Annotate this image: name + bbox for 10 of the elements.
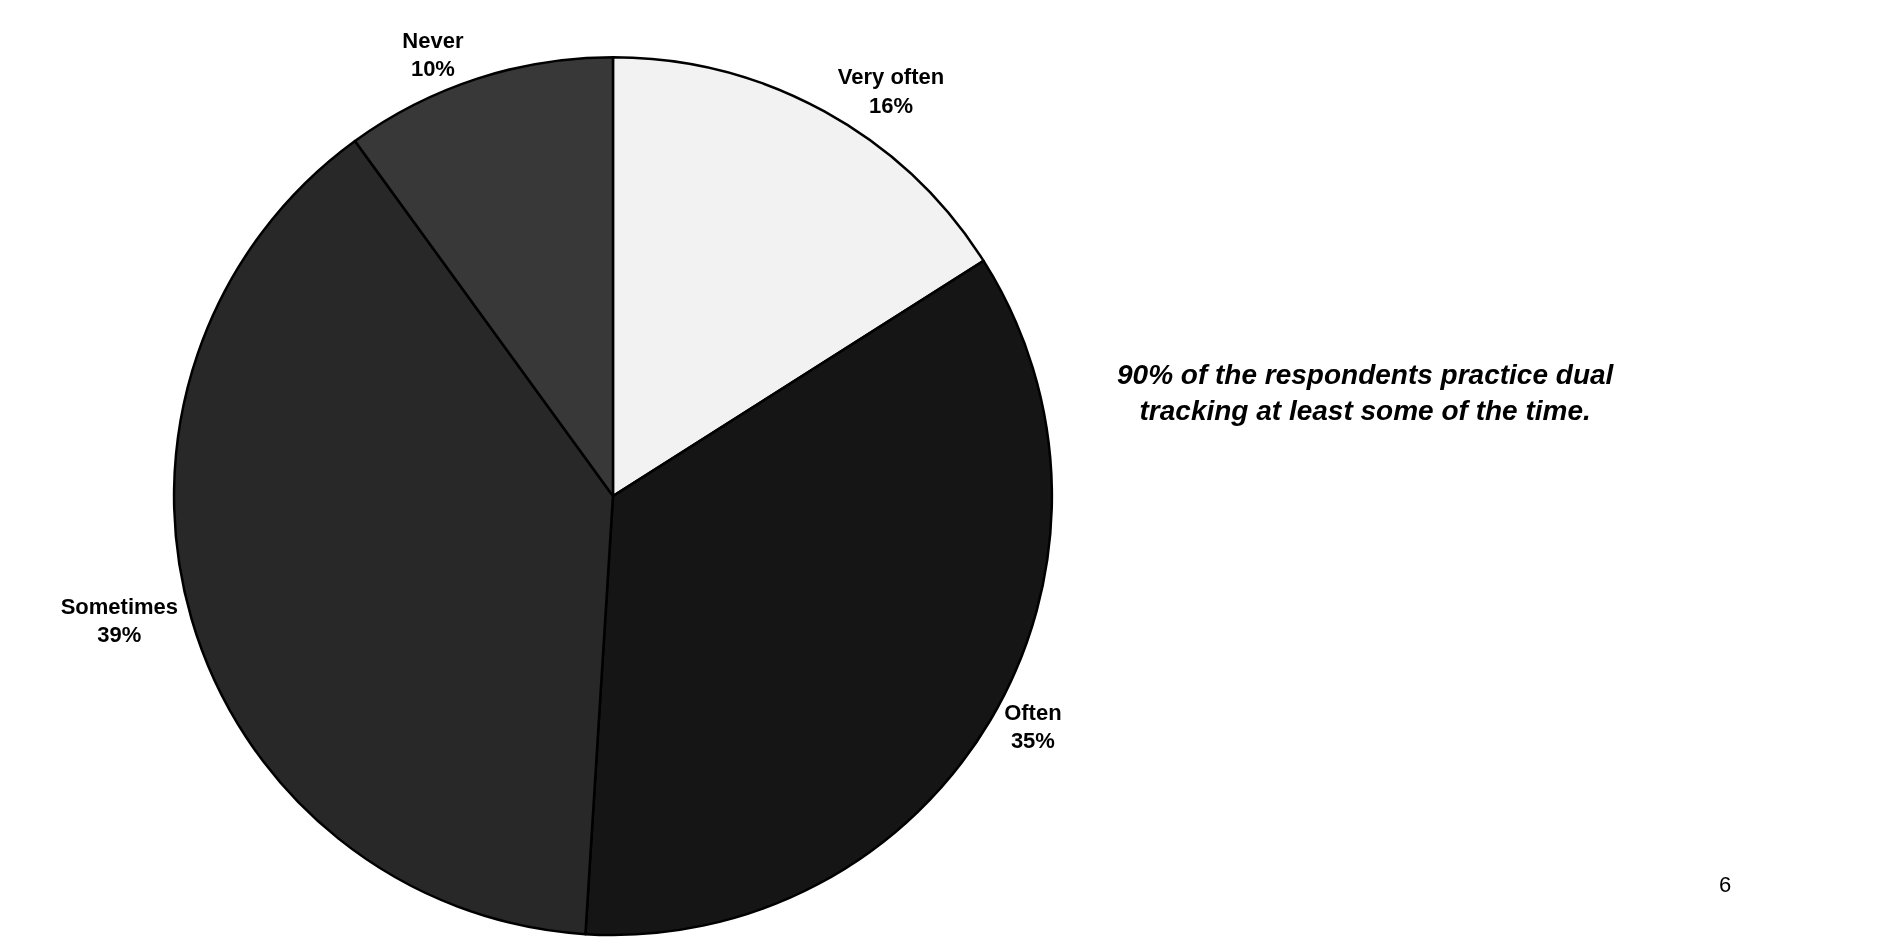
slice-label: Never <box>402 27 464 53</box>
text: 6 <box>1719 872 1732 897</box>
slice-label: Often <box>1004 699 1062 725</box>
data-label: 10% <box>410 56 455 82</box>
data-label: 39% <box>97 622 142 648</box>
data-label: 35% <box>1010 728 1055 754</box>
slice-label: Very often <box>837 64 945 90</box>
slice-label: Sometimes <box>60 593 179 619</box>
text: 90% of the respondents practice dual tracking at least some of the time. <box>1117 359 1615 427</box>
data-label: 16% <box>868 92 914 118</box>
